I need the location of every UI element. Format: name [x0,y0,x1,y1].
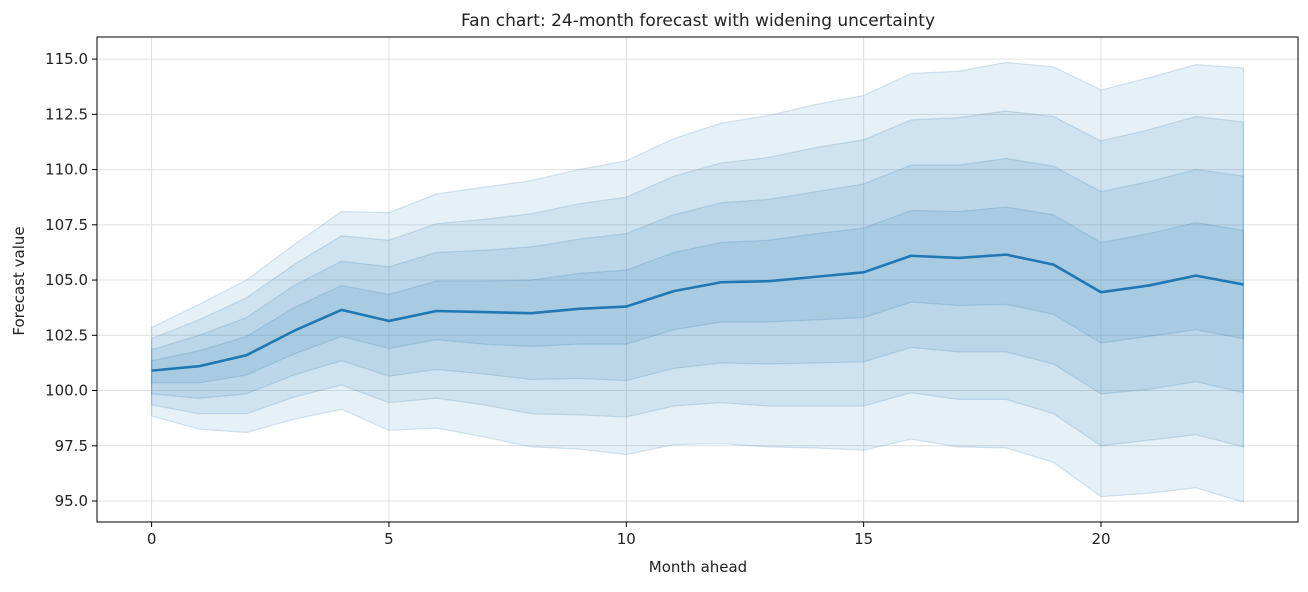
y-tick-label: 110.0 [45,161,88,179]
y-tick-label: 97.5 [55,437,88,455]
y-tick-label: 115.0 [45,50,88,68]
x-tick-label: 20 [1091,530,1110,548]
y-tick-label: 105.0 [45,271,88,289]
x-axis-title: Month ahead [649,558,747,576]
x-tick-label: 5 [384,530,394,548]
y-tick-label: 112.5 [45,105,88,123]
y-tick-label: 100.0 [45,382,88,400]
y-tick-label: 107.5 [45,216,88,234]
x-tick-label: 15 [854,530,873,548]
chart-title: Fan chart: 24-month forecast with wideni… [461,11,935,31]
y-tick-label: 95.0 [55,492,88,510]
y-axis-title: Forecast value [10,226,28,335]
y-tick-label: 102.5 [45,326,88,344]
uncertainty-bands [152,62,1244,502]
x-tick-label: 10 [617,530,636,548]
x-tick-label: 0 [147,530,157,548]
